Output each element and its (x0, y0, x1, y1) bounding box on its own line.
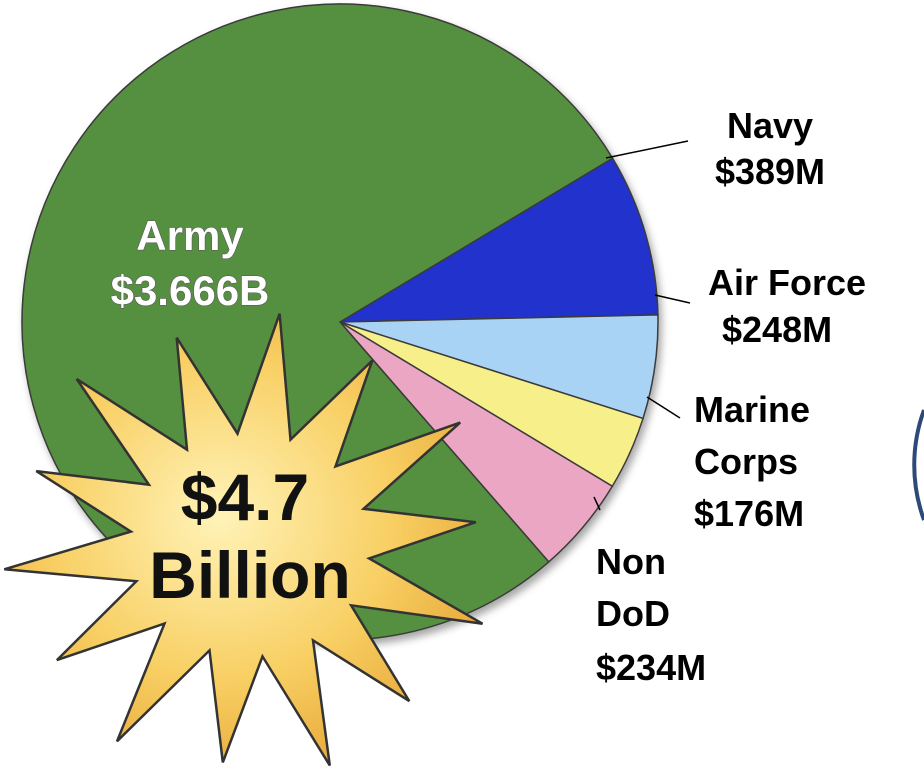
marine-label-line1: Marine (694, 389, 810, 430)
total-line1: $4.7 (181, 460, 309, 534)
air-force-label-name: Air Force (708, 262, 866, 303)
total-line2: Billion (149, 538, 351, 612)
non-dod-label-value: $234M (596, 647, 706, 688)
navy-label-value: $389M (715, 151, 825, 192)
marine-leader (646, 396, 681, 419)
navy-label-name: Navy (727, 105, 813, 146)
non-dod-leader (593, 496, 601, 511)
army-label-value: $3.666B (111, 267, 270, 314)
air-force-leader (654, 294, 691, 304)
total-starburst: $4.7 Billion (3, 313, 484, 767)
leader-lines (593, 140, 691, 511)
partial-circle-right (912, 409, 924, 521)
army-label-name: Army (136, 212, 244, 259)
marine-label-value: $176M (694, 493, 804, 534)
marine-label-line2: Corps (694, 441, 798, 482)
starburst-shape (3, 313, 484, 767)
non-dod-label-line2: DoD (596, 593, 670, 634)
navy-leader (605, 140, 689, 159)
air-force-label-value: $248M (722, 309, 832, 350)
non-dod-label-line1: Non (596, 541, 666, 582)
pie-slice-navy (337, 157, 659, 323)
